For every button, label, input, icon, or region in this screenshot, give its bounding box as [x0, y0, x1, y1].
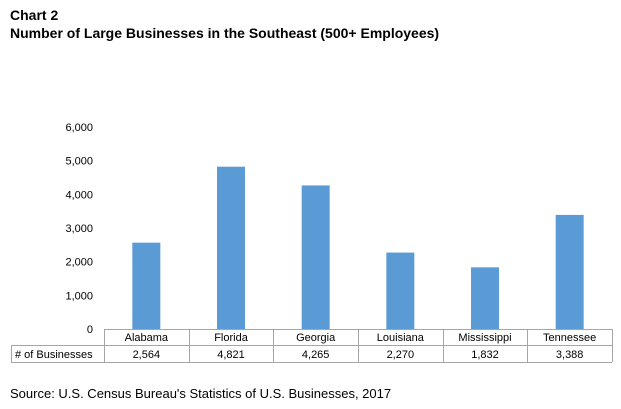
- data-table: Alabama Florida Georgia Louisiana Mississipp…: [11, 329, 613, 363]
- chart-number-label: Chart 2: [10, 7, 59, 23]
- category-label: Alabama: [125, 332, 169, 344]
- table-value: 2,270: [387, 349, 415, 361]
- category-label: Tennessee: [543, 332, 596, 344]
- bar: [301, 185, 330, 329]
- source-note: Source: U.S. Census Bureau's Statistics …: [10, 386, 392, 401]
- table-value: 3,388: [556, 349, 584, 361]
- table-row-header: # of Businesses: [15, 349, 93, 361]
- table-value: 1,832: [471, 349, 499, 361]
- bar: [217, 166, 245, 329]
- bar: [471, 267, 499, 329]
- y-tick-label: 4,000: [65, 189, 93, 201]
- title-block: Chart 2 Number of Large Businesses in th…: [10, 6, 439, 42]
- category-label: Mississippi: [458, 332, 511, 344]
- table-value: 4,821: [217, 349, 245, 361]
- table-value: 2,564: [133, 349, 161, 361]
- category-label: Louisiana: [377, 332, 425, 344]
- y-axis: 0 1,000 2,000 3,000 4,000 5,000 6,000: [65, 122, 93, 336]
- bar: [386, 252, 415, 329]
- chart-title: Number of Large Businesses in the Southe…: [10, 25, 440, 41]
- bar: [132, 242, 161, 329]
- bars: [132, 166, 584, 329]
- table-value: 4,265: [302, 349, 330, 361]
- category-label: Georgia: [296, 332, 336, 344]
- y-tick-label: 2,000: [65, 257, 93, 269]
- y-tick-label: 0: [87, 324, 93, 336]
- y-tick-label: 5,000: [65, 156, 93, 168]
- bar: [555, 214, 584, 329]
- category-label: Florida: [214, 332, 249, 344]
- y-tick-label: 3,000: [65, 223, 93, 235]
- y-tick-label: 1,000: [65, 290, 93, 302]
- y-tick-label: 6,000: [65, 122, 93, 134]
